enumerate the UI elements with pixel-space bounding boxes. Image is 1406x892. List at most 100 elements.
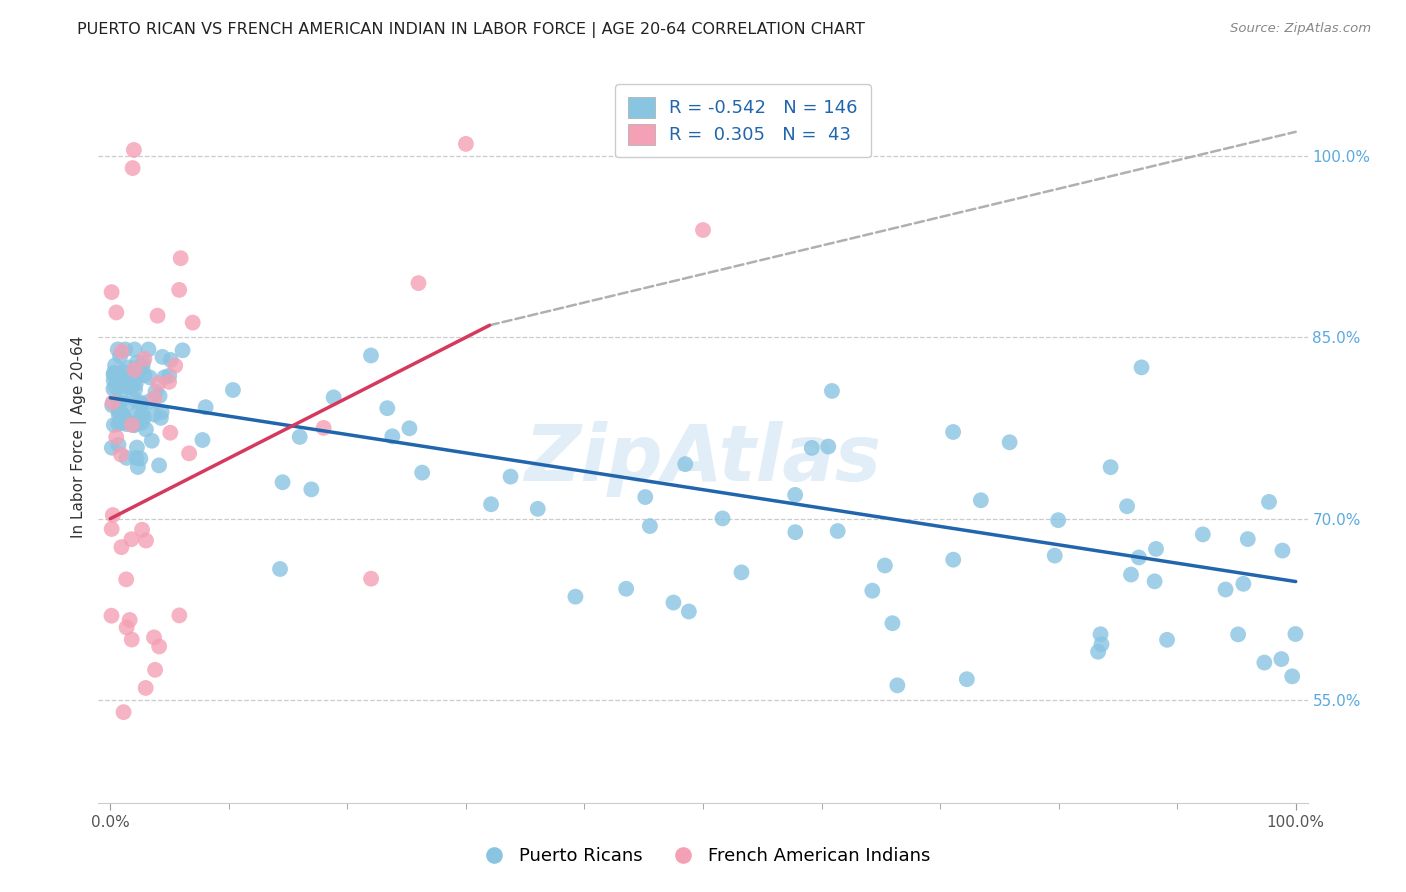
Point [107,417,129,431]
Point [1191,527,1213,541]
Point [135,681,157,695]
Point [638,519,661,533]
Point [112,365,135,379]
Point [143,663,166,677]
Point [408,276,430,290]
Point [143,391,166,405]
Point [1087,645,1109,659]
Point [1156,632,1178,647]
Point [288,430,311,444]
Point [114,343,136,357]
Point [122,143,145,157]
Point [121,374,143,388]
Point [165,359,187,373]
Point [105,372,128,386]
Point [169,608,191,623]
Point [103,382,125,396]
Point [177,446,200,460]
Point [104,368,127,382]
Point [381,429,404,443]
Point [131,397,153,411]
Legend: Puerto Ricans, French American Indians: Puerto Ricans, French American Indians [468,840,938,872]
Point [1227,627,1250,641]
Point [956,672,979,686]
Point [104,380,127,394]
Point [785,488,807,502]
Point [454,136,477,151]
Point [120,532,142,546]
Point [499,469,522,483]
Point [129,411,152,425]
Point [673,457,696,471]
Point [1130,360,1153,375]
Point [271,475,294,490]
Point [132,410,155,425]
Point [942,425,965,439]
Point [1215,582,1237,597]
Point [157,375,180,389]
Point [148,640,170,654]
Point [1284,627,1306,641]
Point [100,522,122,536]
Point [1232,576,1254,591]
Point [121,632,143,647]
Point [678,605,700,619]
Point [117,397,139,411]
Point [322,390,344,404]
Point [159,425,181,440]
Legend: R = -0.542   N = 146, R =  0.305   N =  43: R = -0.542 N = 146, R = 0.305 N = 43 [616,84,870,157]
Point [134,351,156,366]
Point [1253,656,1275,670]
Point [101,441,124,455]
Point [104,359,127,373]
Point [118,360,141,375]
Point [1143,574,1166,589]
Point [134,368,156,383]
Point [131,523,153,537]
Point [634,490,657,504]
Point [817,440,839,454]
Point [115,417,138,431]
Point [125,441,148,455]
Point [222,383,245,397]
Point [135,422,157,436]
Point [143,631,166,645]
Point [128,401,150,416]
Point [148,389,170,403]
Point [1271,543,1294,558]
Point [103,368,125,382]
Point [614,582,637,596]
Y-axis label: In Labor Force | Age 20-64: In Labor Force | Age 20-64 [72,336,87,538]
Point [135,533,157,548]
Point [103,366,125,380]
Point [141,434,163,448]
Point [730,566,752,580]
Point [122,418,145,433]
Point [1090,627,1112,641]
Point [564,590,586,604]
Point [128,395,150,409]
Point [108,416,131,430]
Point [118,380,141,394]
Point [121,391,143,405]
Point [107,438,129,452]
Point [110,385,132,400]
Point [115,572,138,586]
Point [118,374,141,388]
Point [1258,495,1281,509]
Point [125,356,148,370]
Point [172,343,194,358]
Point [131,416,153,430]
Point [125,450,148,465]
Point [526,501,548,516]
Point [103,417,125,432]
Point [411,466,433,480]
Point [153,370,176,384]
Point [873,558,896,573]
Point [125,371,148,385]
Point [105,430,128,444]
Point [110,379,132,393]
Point [107,394,129,409]
Point [110,448,132,462]
Point [125,376,148,391]
